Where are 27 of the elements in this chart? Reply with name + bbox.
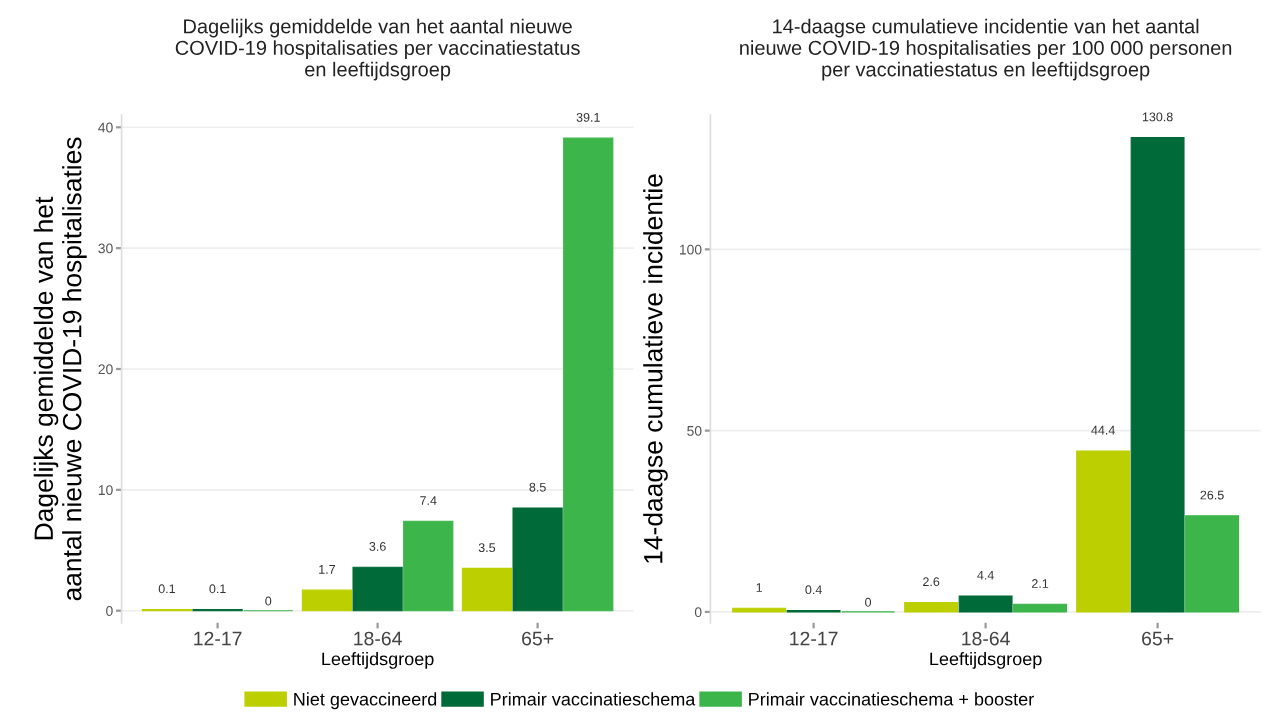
bar <box>1076 450 1131 613</box>
bar <box>301 589 353 612</box>
bar <box>512 507 563 612</box>
x-tick-label: 12-17 <box>790 631 838 646</box>
bar <box>1185 515 1240 613</box>
x-axis-title: Leeftijdsgroep <box>930 652 1042 669</box>
x-tick-label: 18-64 <box>354 631 402 646</box>
x-tick-label: 65+ <box>522 631 554 646</box>
bar <box>904 601 959 613</box>
chart-title: 14-daagse cumulatieve incidentie van het aantal nieuwe COVID-19 hospitalisaties per 100 000 personen per vaccinatiestatus en leeftijdsgroep <box>740 18 1232 81</box>
x-tick-label: 12-17 <box>194 631 242 646</box>
bar <box>1130 137 1185 613</box>
bar <box>352 566 403 612</box>
bar <box>1013 603 1068 613</box>
chart-title: Dagelijks gemiddelde van het aantal nieuwe COVID-19 hospitalisaties per vaccinatiestatus en leeftijdsgroep <box>175 18 580 81</box>
x-tick-label: 65+ <box>1142 631 1174 646</box>
bar <box>403 520 454 612</box>
bar <box>958 595 1013 613</box>
bar <box>461 567 513 612</box>
legend-label: Niet gevaccineerd <box>294 692 437 710</box>
x-axis-title: Leeftijdsgroep <box>322 652 434 669</box>
x-tick-label: 18-64 <box>962 631 1010 646</box>
legend-label: Primair vaccinatieschema + booster <box>749 692 1034 706</box>
legend-label: Primair vaccinatieschema <box>491 692 696 706</box>
bar <box>563 137 614 612</box>
y-axis-title: 14-daagse cumulatieve incidentie <box>643 174 668 563</box>
y-axis-title: Dagelijks gemiddelde van het aantal nieuwe COVID-19 hospitalisaties <box>33 137 87 601</box>
